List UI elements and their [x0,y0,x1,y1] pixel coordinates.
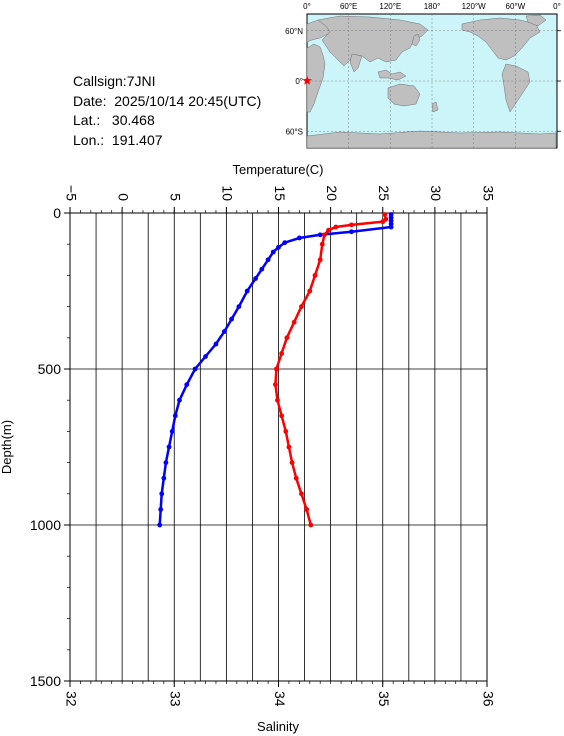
salinity-data-point [349,222,354,228]
salinity-data-point [317,257,323,263]
salinity-data-point [293,475,299,481]
temperature-data-point [157,522,163,528]
temperature-tick-label: 5 [168,193,184,201]
temperature-data-point [236,304,242,309]
temperature-data-point [296,235,302,241]
temperature-data-point [177,397,182,403]
salinity-axis-label: Salinity [257,719,299,734]
date-text: Date: 2025/10/14 20:45(UTC) [73,92,262,109]
temperature-tick-label: 0 [115,193,131,201]
map-labels: 0° 60°E 120°E 180° 120°W 60°W 0° 60°N 0° 60°S [285,2,561,136]
temperature-data-point [349,229,354,235]
salinity-data-point [291,319,297,325]
temperature-axis-label: Temperature(C) [232,162,323,177]
temperature-data-point [244,288,250,294]
temperature-data-point [172,413,178,419]
salinity-data-point [299,304,304,309]
salinity-data-point [279,413,285,419]
salinity-data-point [312,273,318,278]
callsign-text: Callsign:7JNI [73,73,156,89]
temperature-data-point [158,507,164,512]
temperature-tick-label: −5 [63,185,79,201]
temperature-data-point [229,316,234,322]
salinity-data-point [284,335,290,341]
map-longitude-label: 0° [553,2,561,11]
temperature-data-point [276,244,281,250]
temperature-tick-label: 20 [324,185,340,201]
map-graticule [307,14,557,148]
salinity-data-point [272,382,278,387]
station-info: Callsign:7JNI Date: 2025/10/14 20:45(UTC… [73,72,261,150]
map-latitude-label: 60°N [285,27,303,36]
temperature-data-point [213,341,219,347]
salinity-tick-label: 32 [63,691,79,707]
salinity-data-point [307,288,313,294]
temperature-data-point [317,232,323,238]
salinity-data-point [380,219,386,225]
salinity-data-point [326,227,331,233]
temperature-tick-label: 25 [376,185,392,201]
temperature-tick-label: 15 [272,185,288,201]
temperature-data-point [282,240,288,246]
temperature-data-point [253,276,258,281]
temperature-tick-label: 10 [220,185,236,201]
salinity-data-point [382,212,388,217]
salinity-data-point [283,429,289,434]
temperature-data-point [163,460,169,465]
temperature-data-point [159,491,165,497]
salinity-data-point [319,241,325,247]
temperature-data-point [270,249,276,255]
temperature-data-point [221,329,227,334]
salinity-data-point [304,507,310,512]
map-latitude-label: 60°S [286,127,303,136]
depth-axis-label: Depth(m) [0,420,14,474]
salinity-data-point [286,444,292,450]
salinity-data-point [333,224,339,230]
temperature-data-point [166,444,172,450]
temperature-tick-label: 30 [428,185,444,201]
map-longitude-label: 60°W [506,2,526,11]
temperature-data-point [388,224,394,230]
depth-tick-label: 1500 [30,673,61,689]
map-longitude-label: 0° [303,2,311,11]
temperature-data-point [265,257,271,263]
temperature-data-point [259,266,265,272]
salinity-data-point [274,366,279,372]
map-latitude-label: 0° [295,77,303,86]
temperature-data-point [161,475,167,481]
salinity-data-point [275,397,280,403]
location-map: 0° 60°E 120°E 180° 120°W 60°W 0° 60°N 0° 60°S [285,2,561,149]
depth-tick-label: 1000 [30,517,61,533]
red-star-icon [302,75,312,85]
longitude-text: Lon.: 191.407 [73,131,163,148]
salinity-data-point [308,522,314,528]
map-longitude-label: 120°W [462,2,487,11]
temperature-tick-label: 35 [480,185,496,201]
temperature-data-point [192,366,198,372]
salinity-tick-label: 33 [168,691,184,707]
salinity-data-point [279,351,285,356]
temperature-data-point [169,429,175,434]
depth-tick-label: 500 [38,361,62,377]
data-series [157,212,394,528]
map-land [306,14,557,149]
depth-tick-label: 0 [53,205,61,221]
salinity-data-point [299,491,304,497]
salinity-tick-label: 34 [272,691,288,707]
salinity-tick-label: 36 [480,691,496,707]
map-longitude-label: 60°E [340,2,357,11]
temperature-data-point [184,382,190,387]
map-longitude-label: 180° [424,2,441,11]
latitude-text: Lat.: 30.468 [73,112,155,128]
temperature-data-point [203,354,208,359]
chart-grid [69,213,488,681]
salinity-tick-label: 35 [376,691,392,707]
salinity-data-point [289,460,295,465]
salinity-data-point [321,232,327,238]
map-longitude-label: 120°E [379,2,401,11]
